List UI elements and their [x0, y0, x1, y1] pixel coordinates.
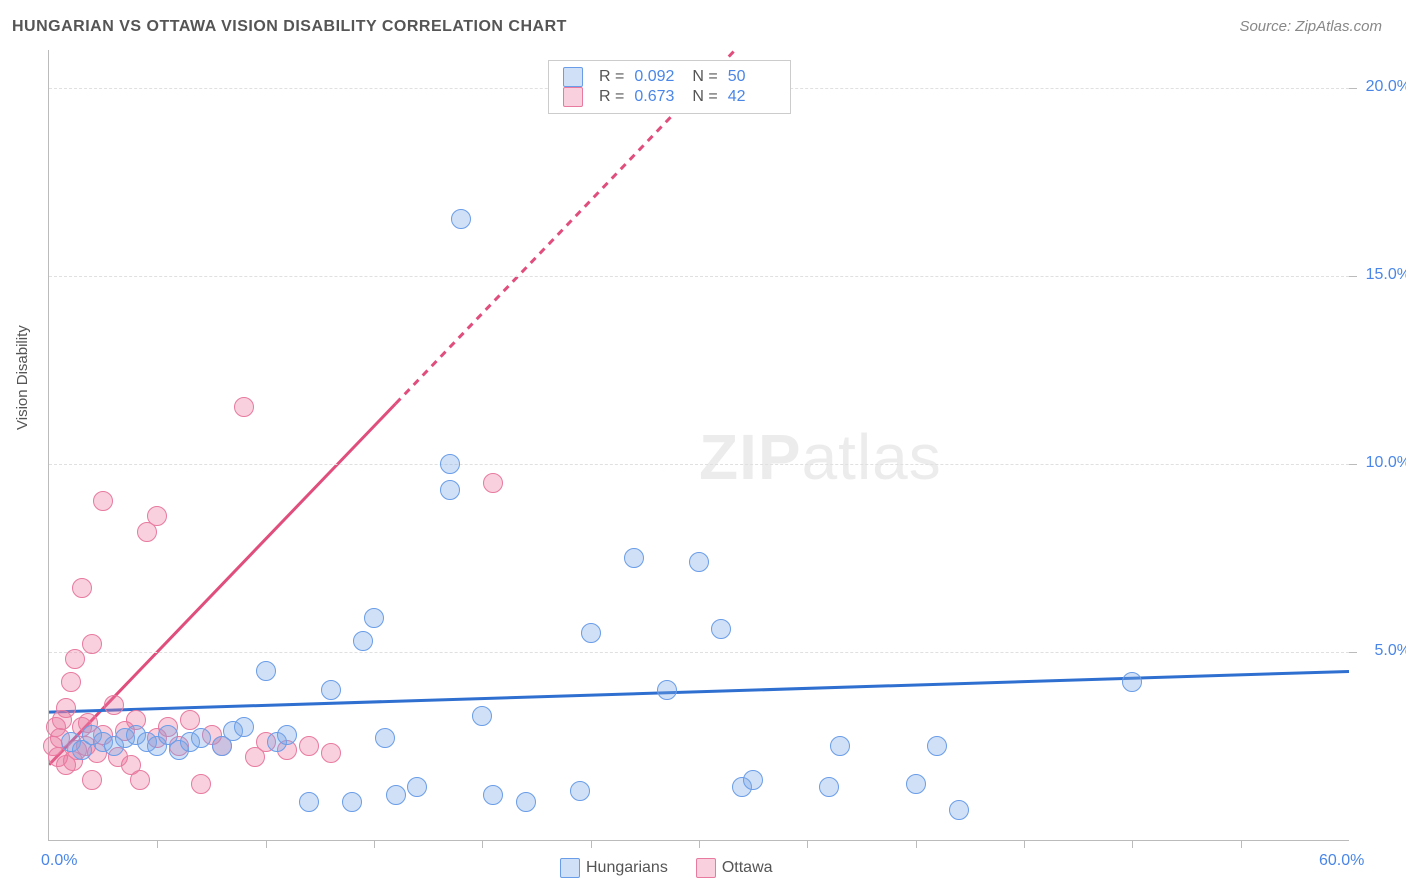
point-ottawa — [104, 695, 124, 715]
point-ottawa — [483, 473, 503, 493]
point-ottawa — [56, 698, 76, 718]
legend-item-hungarians: Hungarians — [560, 858, 668, 878]
point-hungarians — [830, 736, 850, 756]
point-hungarians — [819, 777, 839, 797]
source-attribution: Source: ZipAtlas.com — [1239, 18, 1382, 35]
chart-title: HUNGARIAN VS OTTAWA VISION DISABILITY CO… — [12, 18, 567, 36]
point-hungarians — [375, 728, 395, 748]
point-hungarians — [234, 717, 254, 737]
point-ottawa — [82, 770, 102, 790]
point-ottawa — [234, 397, 254, 417]
watermark: ZIPatlas — [699, 420, 942, 494]
point-hungarians — [440, 480, 460, 500]
point-ottawa — [82, 634, 102, 654]
swatch-ottawa — [563, 87, 583, 107]
point-hungarians — [386, 785, 406, 805]
point-ottawa — [72, 578, 92, 598]
point-hungarians — [657, 680, 677, 700]
point-hungarians — [711, 619, 731, 639]
y-tick-label: 10.0% — [1366, 454, 1406, 472]
swatch-hungarians-icon — [560, 858, 580, 878]
point-ottawa — [321, 743, 341, 763]
point-hungarians — [949, 800, 969, 820]
y-tick-label: 5.0% — [1375, 642, 1406, 660]
point-hungarians — [483, 785, 503, 805]
legend-row-hungarians: R = 0.092 N = 50 — [563, 67, 776, 87]
y-tick-label: 15.0% — [1366, 266, 1406, 284]
point-hungarians — [407, 777, 427, 797]
point-ottawa — [65, 649, 85, 669]
legend-item-ottawa: Ottawa — [696, 858, 773, 878]
x-tick-label: 0.0% — [41, 852, 77, 870]
correlation-legend: R = 0.092 N = 50 R = 0.673 N = 42 — [548, 60, 791, 114]
point-hungarians — [364, 608, 384, 628]
legend-row-ottawa: R = 0.673 N = 42 — [563, 87, 776, 107]
swatch-ottawa-icon — [696, 858, 716, 878]
swatch-hungarians — [563, 67, 583, 87]
point-hungarians — [743, 770, 763, 790]
point-hungarians — [581, 623, 601, 643]
point-ottawa — [130, 770, 150, 790]
point-hungarians — [624, 548, 644, 568]
point-ottawa — [180, 710, 200, 730]
point-hungarians — [1122, 672, 1142, 692]
point-hungarians — [451, 209, 471, 229]
point-hungarians — [570, 781, 590, 801]
point-ottawa — [147, 506, 167, 526]
point-ottawa — [93, 491, 113, 511]
point-hungarians — [689, 552, 709, 572]
point-hungarians — [516, 792, 536, 812]
point-hungarians — [353, 631, 373, 651]
point-hungarians — [321, 680, 341, 700]
series-legend: Hungarians Ottawa — [560, 858, 773, 878]
point-hungarians — [277, 725, 297, 745]
point-ottawa — [191, 774, 211, 794]
point-ottawa — [61, 672, 81, 692]
point-hungarians — [256, 661, 276, 681]
point-hungarians — [906, 774, 926, 794]
point-hungarians — [342, 792, 362, 812]
point-hungarians — [440, 454, 460, 474]
y-axis-label: Vision Disability — [14, 325, 31, 430]
point-hungarians — [299, 792, 319, 812]
y-tick-label: 20.0% — [1366, 78, 1406, 96]
point-ottawa — [299, 736, 319, 756]
chart-plot-area: ZIPatlas 5.0%10.0%15.0%20.0%0.0%60.0% — [48, 50, 1349, 841]
point-hungarians — [191, 728, 211, 748]
point-hungarians — [927, 736, 947, 756]
point-hungarians — [472, 706, 492, 726]
x-tick-label: 60.0% — [1319, 852, 1364, 870]
